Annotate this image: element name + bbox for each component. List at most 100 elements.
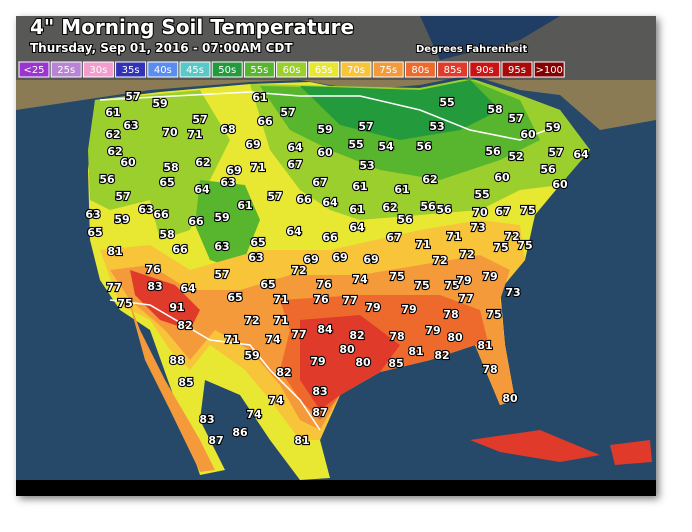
- station-value: 57: [548, 146, 563, 159]
- legend-label: 60s: [283, 65, 301, 76]
- station-value: 76: [145, 263, 161, 276]
- station-value: 55: [439, 96, 454, 109]
- legend-label: 45s: [186, 65, 204, 76]
- station-value: 79: [482, 270, 497, 283]
- station-value: 61: [352, 180, 367, 193]
- station-value: 74: [268, 394, 284, 407]
- station-value: 75: [520, 204, 535, 217]
- station-value: 69: [226, 164, 241, 177]
- station-value: 65: [250, 236, 265, 249]
- station-value: 82: [349, 329, 364, 342]
- legend-label: 90s: [476, 65, 494, 76]
- station-value: 67: [312, 176, 327, 189]
- station-value: 56: [436, 203, 452, 216]
- legend-swatch: [276, 61, 308, 78]
- station-value: 56: [485, 145, 501, 158]
- station-value: 53: [429, 120, 444, 133]
- station-value: 62: [107, 145, 122, 158]
- legend-label: 35s: [122, 65, 140, 76]
- station-value: 80: [447, 331, 463, 344]
- station-value: 75: [117, 297, 132, 310]
- station-value: 70: [162, 126, 178, 139]
- station-value: 66: [322, 231, 338, 244]
- legend-swatch: [340, 61, 372, 78]
- station-value: 77: [291, 328, 306, 341]
- station-value: 76: [313, 293, 329, 306]
- station-value: 65: [227, 291, 242, 304]
- station-value: 56: [416, 140, 432, 153]
- border-line: [109, 299, 321, 431]
- legend-swatch: [211, 61, 243, 78]
- station-value: 64: [322, 196, 338, 209]
- station-value: 69: [303, 253, 318, 266]
- station-value: 61: [252, 91, 267, 104]
- station-value: 56: [99, 173, 115, 186]
- station-value: 74: [246, 408, 262, 421]
- legend-label: 80s: [411, 65, 429, 76]
- station-value: 71: [446, 230, 461, 243]
- station-value: 75: [444, 279, 459, 292]
- legend-label: 85s: [444, 65, 462, 76]
- legend-swatch: [437, 61, 469, 78]
- station-value: 80: [339, 343, 355, 356]
- legend-label: 50s: [218, 65, 236, 76]
- station-value: 52: [508, 150, 523, 163]
- station-value: 84: [317, 323, 333, 336]
- station-value: 78: [389, 330, 404, 343]
- station-value: 64: [349, 221, 365, 234]
- station-value: 78: [482, 363, 497, 376]
- station-value: 57: [280, 106, 295, 119]
- station-value: 79: [365, 301, 380, 314]
- station-value: 64: [180, 282, 196, 295]
- legend-label: 40s: [154, 65, 172, 76]
- station-value: 70: [472, 206, 488, 219]
- station-value: 58: [163, 161, 178, 174]
- station-value: 62: [382, 201, 397, 214]
- station-value: 57: [267, 190, 282, 203]
- legend-label: 55s: [250, 65, 268, 76]
- station-value: 66: [172, 243, 188, 256]
- station-value: 66: [153, 208, 169, 221]
- legend-swatch: [243, 61, 275, 78]
- station-value: 76: [316, 278, 332, 291]
- station-value: 66: [296, 193, 312, 206]
- station-value: 77: [342, 294, 357, 307]
- station-value: 65: [260, 278, 275, 291]
- station-value: 58: [487, 103, 502, 116]
- station-value: 56: [420, 200, 436, 213]
- station-value: 73: [470, 221, 485, 234]
- station-value: 71: [415, 238, 430, 251]
- station-value: 81: [408, 345, 423, 358]
- station-value: 57: [214, 268, 229, 281]
- station-value: 64: [194, 183, 210, 196]
- station-value: 71: [273, 314, 288, 327]
- station-value: 57: [125, 90, 140, 103]
- legend-label: 65s: [315, 65, 333, 76]
- legend-swatch: [372, 61, 404, 78]
- station-value: 60: [494, 171, 510, 184]
- station-value: 75: [414, 279, 429, 292]
- station-value: 63: [248, 251, 263, 264]
- station-value: 58: [159, 228, 174, 241]
- border-line: [99, 91, 561, 141]
- station-value: 83: [199, 413, 214, 426]
- legend-label: 70s: [347, 65, 365, 76]
- legend-swatch: [82, 61, 114, 78]
- station-value: 74: [352, 273, 368, 286]
- legend-swatch: [18, 61, 50, 78]
- subtitle: Thursday, Sep 01, 2016 - 07:00AM CDT: [30, 41, 293, 55]
- station-value: 57: [358, 120, 373, 133]
- station-value: 57: [508, 112, 523, 125]
- legend-label: 30s: [89, 65, 107, 76]
- station-value: 75: [486, 308, 501, 321]
- station-value: 71: [224, 333, 239, 346]
- station-value: 69: [245, 138, 260, 151]
- station-value: 60: [120, 156, 136, 169]
- station-value: 60: [520, 128, 536, 141]
- station-value: 54: [378, 140, 394, 153]
- station-value: 85: [388, 357, 403, 370]
- station-value: 68: [220, 123, 235, 136]
- station-value: 81: [294, 434, 309, 447]
